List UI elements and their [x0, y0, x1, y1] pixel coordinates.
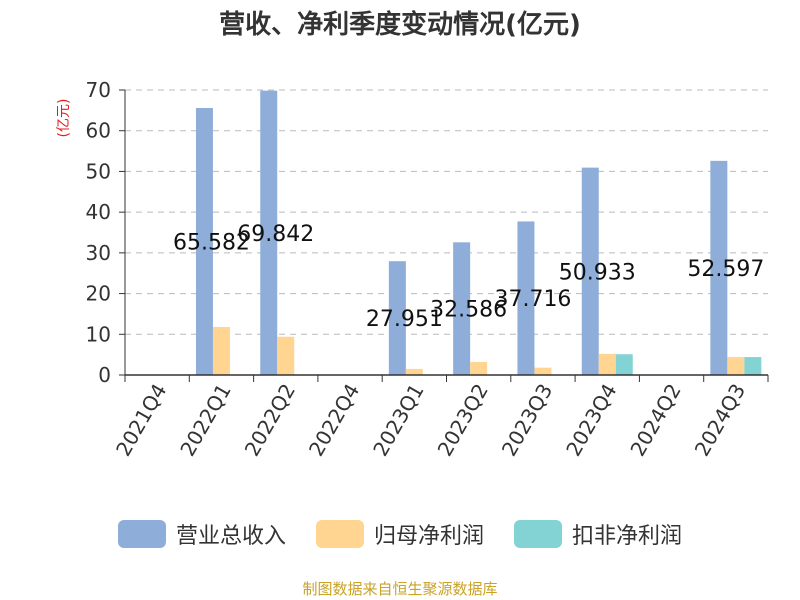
- x-tick-label: 2021Q4: [111, 380, 171, 461]
- bar-2024Q3-series-0[interactable]: [710, 160, 728, 375]
- legend-item-net-profit[interactable]: 归母净利润: [315, 518, 484, 550]
- bar-2022Q2-series-1[interactable]: [277, 336, 295, 375]
- x-tick-label: 2022Q1: [175, 380, 235, 461]
- x-tick-label: 2024Q3: [690, 380, 750, 461]
- bar-2022Q1-series-1[interactable]: [212, 326, 230, 375]
- bar-2023Q4-series-0[interactable]: [581, 167, 599, 375]
- legend-swatch-revenue: [117, 520, 166, 548]
- bar-2023Q2-series-0[interactable]: [453, 242, 471, 375]
- bar-2023Q4-series-2[interactable]: [615, 354, 633, 375]
- legend-swatch-deducted-profit: [514, 520, 562, 548]
- y-tick-label: 0: [98, 363, 111, 387]
- x-tick-label: 2022Q4: [304, 380, 364, 461]
- chart-title: 营收、净利季度变动情况(亿元): [219, 10, 581, 40]
- y-tick-label: 10: [86, 322, 111, 346]
- bar-2023Q1-series-1[interactable]: [405, 368, 423, 375]
- data-label: 65.582: [173, 230, 250, 255]
- data-label: 50.933: [559, 260, 636, 285]
- bar-2023Q4-series-1[interactable]: [598, 353, 616, 375]
- bar-2024Q3-series-2[interactable]: [744, 357, 762, 375]
- data-label: 52.597: [687, 257, 764, 282]
- legend-swatch-net-profit: [315, 520, 364, 548]
- x-tick-label: 2022Q2: [240, 380, 300, 461]
- grid-lines: [125, 89, 768, 335]
- data-label: 37.716: [494, 287, 571, 312]
- legend-item-revenue[interactable]: 营业总收入: [117, 518, 286, 550]
- y-tick-label: 30: [86, 241, 111, 265]
- bar-2023Q2-series-1[interactable]: [470, 361, 488, 375]
- x-tick-label: 2023Q3: [497, 380, 557, 461]
- legend-label-net-profit: 归母净利润: [373, 524, 484, 549]
- x-tick-label: 2024Q2: [625, 380, 685, 461]
- data-label: 69.842: [237, 222, 314, 247]
- data-label: 27.951: [366, 307, 443, 332]
- data-source-note: 制图数据来自恒生聚源数据库: [302, 580, 498, 598]
- legend-item-deducted-profit[interactable]: 扣非净利润: [514, 518, 682, 550]
- bar-2023Q3-series-1[interactable]: [534, 367, 552, 375]
- y-axis-label: (亿元): [56, 99, 72, 138]
- legend-label-deducted-profit: 扣非净利润: [572, 524, 683, 549]
- legend: 营业总收入 归母净利润 扣非净利润: [0, 518, 800, 550]
- y-tick-label: 50: [86, 159, 111, 183]
- y-tick-label: 40: [86, 200, 111, 224]
- y-tick-label: 60: [86, 119, 111, 143]
- y-tick-label: 20: [86, 282, 111, 306]
- data-label: 32.586: [430, 298, 507, 323]
- x-tick-label: 2023Q4: [561, 380, 621, 461]
- bar-2024Q3-series-1[interactable]: [727, 357, 745, 375]
- x-tick-label: 2023Q2: [433, 380, 493, 461]
- bar-2023Q1-series-0[interactable]: [388, 261, 406, 375]
- x-tick-label: 2023Q1: [368, 380, 428, 461]
- y-tick-label: 70: [86, 78, 111, 102]
- bar-2022Q1-series-0[interactable]: [195, 107, 213, 375]
- bars: [195, 90, 762, 376]
- bar-2022Q2-series-0[interactable]: [260, 90, 278, 376]
- bar-2023Q3-series-0[interactable]: [517, 221, 535, 375]
- legend-label-revenue: 营业总收入: [175, 524, 286, 549]
